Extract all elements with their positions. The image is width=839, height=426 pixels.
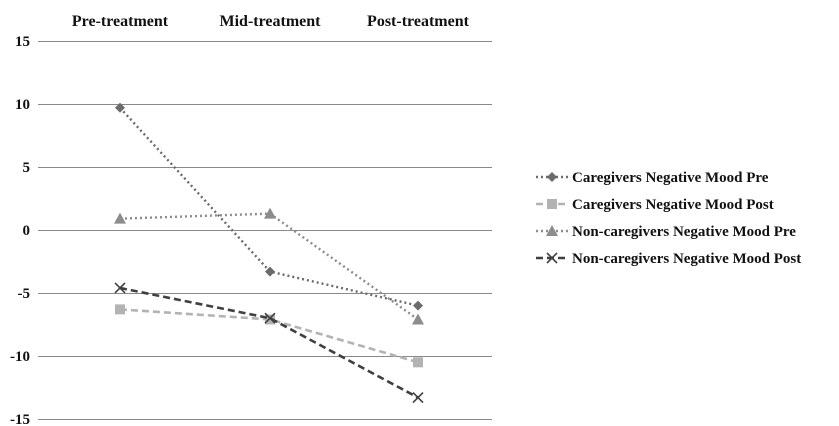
series-1 xyxy=(115,102,423,311)
y-tick-label: -10 xyxy=(10,349,30,365)
legend-item: Caregivers Negative Mood Pre xyxy=(536,170,769,186)
data-point xyxy=(265,314,275,325)
data-point xyxy=(264,207,276,219)
legend-marker xyxy=(546,225,558,236)
gridlines xyxy=(38,41,492,420)
y-tick-label: 5 xyxy=(23,160,31,176)
data-point xyxy=(114,212,126,224)
data-point xyxy=(412,392,424,404)
y-tick-label: 15 xyxy=(15,34,30,50)
data-point xyxy=(265,266,275,277)
legend-item: Non-caregivers Negative Mood Post xyxy=(536,251,801,267)
data-point xyxy=(114,282,126,294)
series-line xyxy=(119,308,419,364)
legend-item: Non-caregivers Negative Mood Pre xyxy=(536,224,796,240)
y-axis-tick-labels: 15 10 5 0 -5 -10 -15 xyxy=(10,34,30,426)
data-point xyxy=(115,304,125,315)
category-label: Post-treatment xyxy=(367,13,470,30)
legend-label: Caregivers Negative Mood Pre xyxy=(572,170,769,186)
series-line xyxy=(119,212,419,321)
series-3 xyxy=(114,207,424,325)
series-lines xyxy=(114,102,424,404)
data-point xyxy=(264,312,276,324)
legend-label: Non-caregivers Negative Mood Post xyxy=(572,251,801,267)
legend-marker xyxy=(547,172,557,182)
legend: Caregivers Negative Mood Pre Caregivers N… xyxy=(536,170,801,267)
legend-label: Non-caregivers Negative Mood Pre xyxy=(572,224,796,240)
category-labels: Pre-treatment Mid-treatment Post-treatment xyxy=(72,13,470,30)
y-tick-label: 10 xyxy=(15,97,30,113)
series-line xyxy=(119,286,419,399)
y-tick-label: -15 xyxy=(10,412,30,426)
legend-label: Caregivers Negative Mood Post xyxy=(572,197,774,213)
data-point xyxy=(115,102,125,113)
legend-marker xyxy=(546,252,558,264)
y-tick-label: -5 xyxy=(18,286,31,302)
series-4 xyxy=(114,282,424,404)
data-point xyxy=(413,357,423,368)
data-point xyxy=(413,300,423,311)
legend-marker xyxy=(547,199,557,209)
series-line xyxy=(119,106,419,307)
y-tick-label: 0 xyxy=(23,223,31,239)
category-label: Pre-treatment xyxy=(72,13,169,30)
legend-item: Caregivers Negative Mood Post xyxy=(536,197,774,213)
series-2 xyxy=(115,304,423,368)
data-point xyxy=(412,313,424,325)
category-label: Mid-treatment xyxy=(220,13,322,30)
